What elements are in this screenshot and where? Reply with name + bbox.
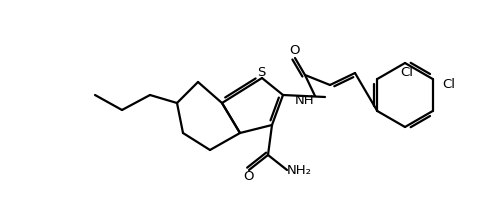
Text: O: O bbox=[242, 171, 253, 184]
Text: S: S bbox=[256, 66, 264, 79]
Text: O: O bbox=[288, 43, 299, 56]
Text: Cl: Cl bbox=[441, 77, 454, 90]
Text: Cl: Cl bbox=[400, 66, 413, 79]
Text: NH₂: NH₂ bbox=[286, 163, 311, 176]
Text: NH: NH bbox=[295, 94, 314, 107]
